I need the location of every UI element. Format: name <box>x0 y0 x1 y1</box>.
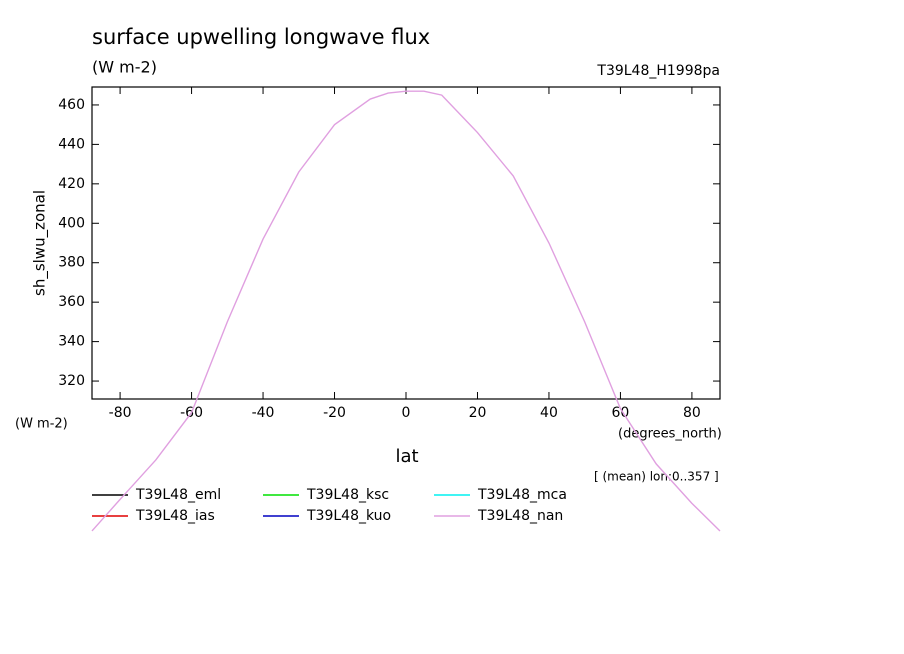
y-tick-label: 440 <box>58 136 85 152</box>
x-tick-label: -80 <box>109 405 132 421</box>
legend-label: T39L48_mca <box>477 487 567 503</box>
chart-title: surface upwelling longwave flux <box>92 25 430 49</box>
x-axis-label: lat <box>395 446 418 467</box>
x-tick-label: 20 <box>469 405 487 421</box>
run-label: T39L48_H1998pa <box>596 63 720 79</box>
y-tick-label: 340 <box>58 334 85 350</box>
x-tick-label: 60 <box>612 405 630 421</box>
y-tick-label: 460 <box>58 97 85 113</box>
y-tick-label: 400 <box>58 215 85 231</box>
chart-subtitle: (W m-2) <box>92 58 157 77</box>
y-tick-label: 320 <box>58 373 85 389</box>
legend-label: T39L48_nan <box>477 508 563 524</box>
legend-label: T39L48_eml <box>135 487 221 503</box>
y-tick-label: 360 <box>58 294 85 310</box>
x-tick-label: 40 <box>540 405 558 421</box>
legend-label: T39L48_ksc <box>306 487 389 503</box>
x-tick-label: 0 <box>402 405 411 421</box>
y-units: (W m-2) <box>15 417 68 432</box>
legend-label: T39L48_ias <box>135 508 215 524</box>
x-tick-label: -40 <box>252 405 275 421</box>
plot-frame <box>91 86 721 400</box>
note: [ (mean) lon:0..357 ] <box>594 470 719 484</box>
series-line <box>91 90 721 532</box>
x-tick-label: 80 <box>683 405 701 421</box>
x-tick-label: -20 <box>323 405 346 421</box>
legend-label: T39L48_kuo <box>306 508 391 524</box>
x-units: (degrees_north) <box>618 427 722 442</box>
y-tick-label: 380 <box>58 255 85 271</box>
y-tick-label: 420 <box>58 176 85 192</box>
y-axis-label: sh_slwu_zonal <box>31 190 50 296</box>
